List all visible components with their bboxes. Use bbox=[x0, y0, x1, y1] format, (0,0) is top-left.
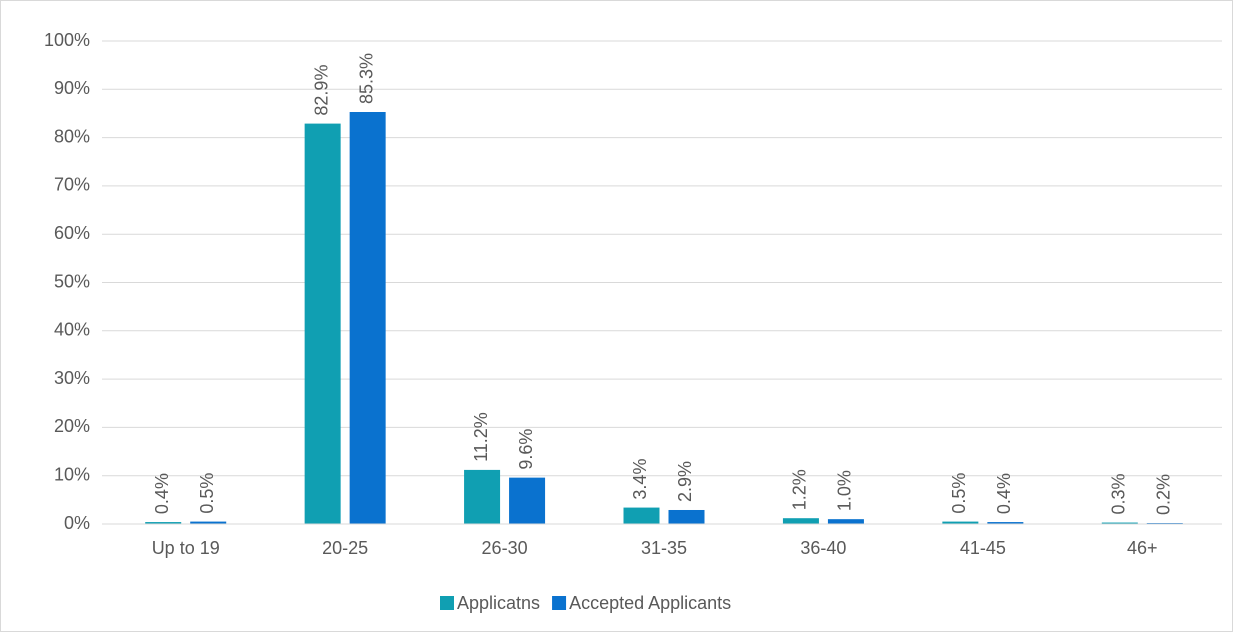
data-label: 0.3% bbox=[1109, 474, 1129, 515]
y-tick-label: 60% bbox=[54, 223, 90, 243]
data-label: 0.4% bbox=[152, 473, 172, 514]
y-tick-label: 0% bbox=[64, 513, 90, 533]
y-tick-label: 80% bbox=[54, 126, 90, 146]
data-label: 85.3% bbox=[356, 53, 376, 104]
bar bbox=[1101, 522, 1138, 524]
data-label: 0.5% bbox=[949, 473, 969, 514]
data-label: 0.4% bbox=[994, 473, 1014, 514]
data-label: 2.9% bbox=[675, 461, 695, 502]
bar bbox=[942, 521, 979, 524]
bar bbox=[349, 112, 386, 524]
legend-swatch bbox=[440, 596, 454, 610]
data-label: 3.4% bbox=[630, 459, 650, 500]
x-tick-label: 46+ bbox=[1127, 538, 1158, 558]
y-tick-label: 30% bbox=[54, 368, 90, 388]
y-tick-label: 70% bbox=[54, 175, 90, 195]
y-tick-label: 50% bbox=[54, 271, 90, 291]
data-label: 9.6% bbox=[516, 429, 536, 470]
bar bbox=[145, 522, 182, 524]
bar bbox=[464, 469, 501, 524]
x-tick-label: 41-45 bbox=[960, 538, 1006, 558]
y-tick-label: 90% bbox=[54, 78, 90, 98]
legend-label: Accepted Applicants bbox=[569, 593, 731, 613]
x-tick-label: 36-40 bbox=[800, 538, 846, 558]
data-label: 1.2% bbox=[790, 469, 810, 510]
data-label: 1.0% bbox=[835, 470, 855, 511]
bar bbox=[668, 509, 705, 524]
bar bbox=[782, 518, 819, 524]
bar bbox=[987, 522, 1024, 524]
data-label: 0.5% bbox=[197, 473, 217, 514]
bar bbox=[304, 123, 341, 524]
x-tick-label: Up to 19 bbox=[152, 538, 220, 558]
y-tick-label: 20% bbox=[54, 416, 90, 436]
data-label: 82.9% bbox=[311, 65, 331, 116]
data-label: 11.2% bbox=[471, 412, 491, 462]
y-tick-label: 10% bbox=[54, 464, 90, 484]
y-tick-label: 40% bbox=[54, 320, 90, 340]
x-tick-label: 26-30 bbox=[482, 538, 528, 558]
y-tick-label: 100% bbox=[44, 30, 90, 50]
bar bbox=[623, 507, 660, 524]
legend-swatch bbox=[552, 596, 567, 610]
x-tick-label: 31-35 bbox=[641, 538, 687, 558]
bar bbox=[827, 519, 864, 524]
bar bbox=[509, 477, 546, 524]
data-label: 0.2% bbox=[1154, 474, 1174, 515]
x-tick-label: 20-25 bbox=[322, 538, 368, 558]
legend-label: Applicatns bbox=[457, 593, 540, 613]
bar bbox=[190, 521, 227, 524]
